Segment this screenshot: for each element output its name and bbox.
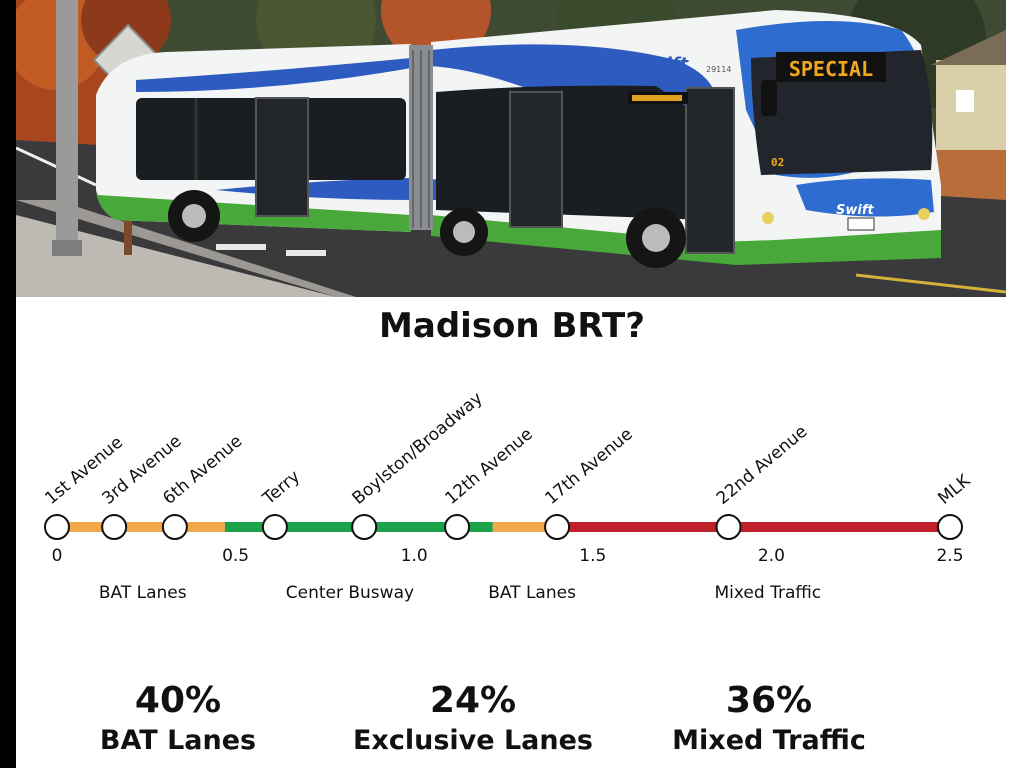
station-marker	[44, 514, 70, 540]
mile-tick-label: 2.0	[758, 546, 785, 566]
stat-exclusive-label: Exclusive Lanes	[352, 725, 593, 756]
station-label: 12th Avenue	[441, 424, 536, 509]
zone-label: BAT Lanes	[99, 583, 187, 603]
station-marker	[101, 514, 128, 540]
stat-exclusive-value: 24%	[429, 680, 517, 721]
station-label: 17th Avenue	[541, 424, 636, 509]
bus-photo: SPECIAL 02 Swift 29114 Swift	[16, 0, 1006, 297]
stat-mixed-label: Mixed Traffic	[672, 725, 866, 756]
mile-tick-label: 1.5	[579, 546, 606, 566]
station-marker	[161, 514, 188, 540]
brand-text: Swift	[636, 54, 690, 75]
station-marker	[937, 514, 963, 540]
stat-bat-label: BAT Lanes	[99, 725, 257, 756]
station-marker	[544, 514, 571, 540]
mile-tick-label: 0.5	[222, 546, 249, 566]
mile-tick-label: 1.0	[401, 546, 428, 566]
page-title: Madison BRT?	[379, 306, 645, 346]
stat-bat-value: 40%	[134, 680, 222, 721]
station-label: MLK	[934, 470, 975, 509]
front-brand-text: Swift	[836, 203, 874, 218]
zone-label: BAT Lanes	[488, 583, 576, 603]
stat-mixed-value: 36%	[725, 680, 813, 721]
station-label: 22nd Avenue	[713, 422, 811, 509]
headsign-text: SPECIAL	[789, 57, 873, 81]
fleet-number-text: 29114	[706, 65, 731, 74]
mile-tick-label: 0	[52, 546, 63, 566]
station-marker	[351, 514, 378, 540]
zone-label: Mixed Traffic	[714, 583, 821, 603]
station-marker	[261, 514, 288, 540]
mile-tick-label: 2.5	[936, 546, 963, 566]
route-number-text: 02	[771, 156, 784, 169]
station-label: Terry	[258, 467, 304, 510]
station-marker	[715, 514, 742, 540]
station-marker	[444, 514, 471, 540]
left-border	[0, 0, 16, 768]
zone-label: Center Busway	[286, 583, 414, 603]
